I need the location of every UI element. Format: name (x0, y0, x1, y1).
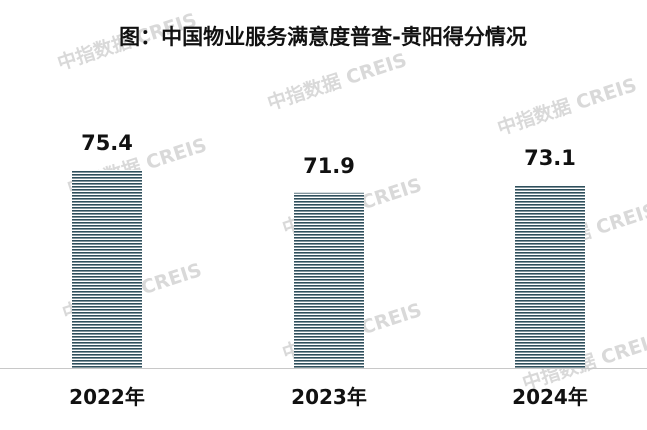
bars-group (72, 170, 585, 368)
category-label: 2024年 (512, 385, 588, 409)
bar-2 (294, 192, 364, 368)
data-label: 75.4 (81, 131, 133, 155)
category-label: 2023年 (291, 385, 367, 409)
watermark-text: 中指数据 CREIS (264, 48, 409, 115)
bar-3 (515, 184, 585, 368)
category-label: 2022年 (69, 385, 145, 409)
data-label: 71.9 (303, 154, 355, 178)
watermark-text: 中指数据 CREIS (494, 73, 639, 140)
chart-title: 图：中国物业服务满意度普查-贵阳得分情况 (119, 25, 527, 49)
data-label: 73.1 (524, 146, 576, 170)
labels-group: 75.4 2022年 71.9 2023年 73.1 2024年 (69, 131, 588, 409)
bar-1 (72, 170, 142, 368)
